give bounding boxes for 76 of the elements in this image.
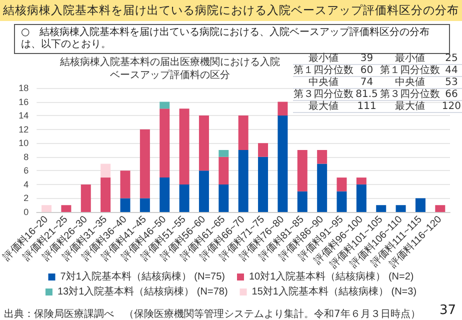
text: 44 bbox=[440, 64, 462, 76]
text: 最小値 bbox=[378, 53, 441, 64]
chart-title: 結核病棟入院基本料を届け出ている病院における入院ベースアップ評価料区分の分布 bbox=[0, 0, 462, 21]
annotation: 第３四分位数 bbox=[292, 88, 355, 100]
bar bbox=[160, 178, 170, 212]
annotation: 最大値 bbox=[378, 100, 441, 112]
bar bbox=[317, 150, 328, 164]
bar bbox=[140, 129, 150, 198]
annotation: 120 bbox=[440, 100, 462, 112]
text: 53 bbox=[440, 76, 462, 88]
bar bbox=[356, 184, 366, 212]
bar bbox=[238, 150, 248, 212]
legend-label: 10対1入院基本料（結核病棟） (N=2) bbox=[249, 270, 414, 282]
bar bbox=[336, 191, 347, 212]
bar bbox=[120, 170, 130, 198]
y-tick-label: 4 bbox=[24, 179, 29, 190]
bar bbox=[80, 184, 91, 212]
y-tick-label: 14 bbox=[18, 110, 29, 121]
text: 中央値 bbox=[292, 76, 355, 88]
text: 39 bbox=[354, 53, 379, 64]
y-tick-label: 10 bbox=[18, 138, 29, 148]
bar bbox=[218, 156, 229, 184]
bar bbox=[179, 108, 190, 184]
y-tick-label: 0 bbox=[24, 207, 29, 217]
bar bbox=[160, 108, 170, 178]
text: 第１四分位数 bbox=[378, 64, 441, 76]
text: 74 bbox=[354, 76, 379, 88]
bar bbox=[61, 205, 72, 212]
legend-label: 15対1入院基本料（結核病棟） (N=3) bbox=[252, 286, 417, 298]
y-tick-label: 6 bbox=[24, 166, 29, 176]
bar bbox=[258, 156, 268, 212]
annotation: 最大値 bbox=[292, 100, 355, 112]
bar bbox=[297, 191, 308, 212]
bar bbox=[140, 198, 150, 212]
bar bbox=[435, 205, 446, 212]
bar bbox=[160, 102, 170, 109]
y-tick-label: 8 bbox=[24, 152, 29, 162]
bar bbox=[218, 184, 229, 212]
bar bbox=[238, 116, 248, 150]
bar bbox=[218, 150, 229, 157]
bar bbox=[396, 205, 406, 212]
y-tick-label: 18 bbox=[18, 83, 29, 93]
y-tick-label: 2 bbox=[24, 193, 29, 204]
bar bbox=[100, 178, 111, 212]
text: 37 bbox=[439, 303, 456, 318]
bar bbox=[278, 116, 288, 212]
bar bbox=[336, 178, 347, 192]
text: 結核病棟入院基本料の届出医療機関における入院ベースアップ評価料の区分 bbox=[60, 56, 280, 82]
bar bbox=[198, 170, 209, 212]
annotation: 81.5 bbox=[354, 88, 379, 100]
bar bbox=[317, 164, 328, 212]
bar bbox=[297, 150, 308, 192]
annotation: 111 bbox=[354, 100, 379, 112]
chart-subtitle: ○ 結核病棟入院基本料を届け出ている病院における、入院ベースアップ評価料区分の分布は、以下のとおり。 bbox=[14, 24, 450, 54]
y-tick-label: 12 bbox=[18, 124, 29, 134]
bar bbox=[100, 164, 111, 178]
bar bbox=[356, 178, 366, 184]
text: 最小値 bbox=[292, 53, 355, 64]
bar bbox=[278, 102, 288, 116]
source-note: 出典：保険局医療課調べ （保険医療機関等管理システムより集計。令和7年６月３日時点） bbox=[4, 308, 420, 320]
text: 60 bbox=[354, 64, 379, 76]
legend-label: 13対1入院基本料（結核病棟） (N=78) bbox=[57, 286, 228, 298]
bar bbox=[120, 198, 130, 212]
text: 中央値 bbox=[378, 76, 441, 88]
bar bbox=[415, 198, 426, 212]
annotation: 第３四分位数 bbox=[378, 88, 441, 100]
text: 25 bbox=[440, 53, 462, 64]
bar bbox=[198, 116, 209, 171]
bar bbox=[42, 205, 52, 212]
bar bbox=[376, 205, 386, 212]
y-tick-label: 16 bbox=[18, 96, 29, 107]
annotation: 66 bbox=[440, 88, 462, 100]
bar bbox=[258, 143, 268, 157]
text: 第１四分位数 bbox=[292, 64, 355, 76]
legend-label: 7対1入院基本料（結核病棟） (N=75) bbox=[60, 270, 226, 282]
bar bbox=[179, 184, 190, 212]
